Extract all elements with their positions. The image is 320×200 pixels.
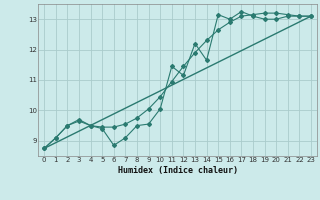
X-axis label: Humidex (Indice chaleur): Humidex (Indice chaleur)	[118, 166, 238, 175]
